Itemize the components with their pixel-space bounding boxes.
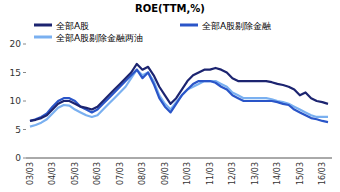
x-tick-label: 07/03: [116, 162, 125, 185]
title: ROE(TTM,%): [135, 3, 205, 14]
x-tick-label: 16/03: [318, 162, 327, 185]
chart: ROE(TTM,%) 全部A股 全部A股剔除金融全部A股剔除金融两油 0 5 10 15 20…: [0, 0, 340, 192]
x-tick-label: 04/03: [48, 162, 57, 185]
plot-lines: [30, 64, 328, 127]
y-tick-label: 20: [10, 39, 22, 49]
x-axis: [26, 158, 332, 159]
x-tick-label: 09/03: [161, 162, 170, 185]
series-line: [30, 64, 328, 121]
legend-swatch: [180, 24, 198, 27]
y-tick: [23, 72, 26, 73]
legend-swatch: [34, 36, 52, 39]
x-tick-label: 03/03: [26, 162, 35, 185]
x-tick-label: 08/03: [138, 162, 147, 185]
y-tick-label: 5: [15, 125, 21, 135]
y-tick: [23, 158, 26, 159]
y-tick-label: 0: [15, 153, 21, 163]
x-tick-label: 14/03: [273, 162, 282, 185]
y-tick: [23, 129, 26, 130]
y-tick-label: 10: [10, 96, 22, 106]
y-tick-label: 15: [10, 68, 21, 78]
y-tick: [23, 44, 26, 45]
x-tick-label: 15/03: [296, 162, 305, 185]
y-tick: [23, 101, 26, 102]
x-tick-label: 12/03: [228, 162, 237, 185]
x-tick-label: 13/03: [251, 162, 260, 185]
x-tick-label: 11/03: [206, 162, 215, 185]
legend-swatch: [34, 24, 52, 27]
legend-label: 全部A股: [56, 21, 89, 31]
legend-label: 全部A股剔除金融两油: [56, 33, 143, 43]
x-tick-label: 05/03: [71, 162, 80, 185]
x-tick-label: 10/03: [183, 162, 192, 185]
legend-label: 全部A股剔除金融: [202, 21, 271, 31]
x-tick-label: 06/03: [93, 162, 102, 185]
series-line: [30, 70, 328, 127]
